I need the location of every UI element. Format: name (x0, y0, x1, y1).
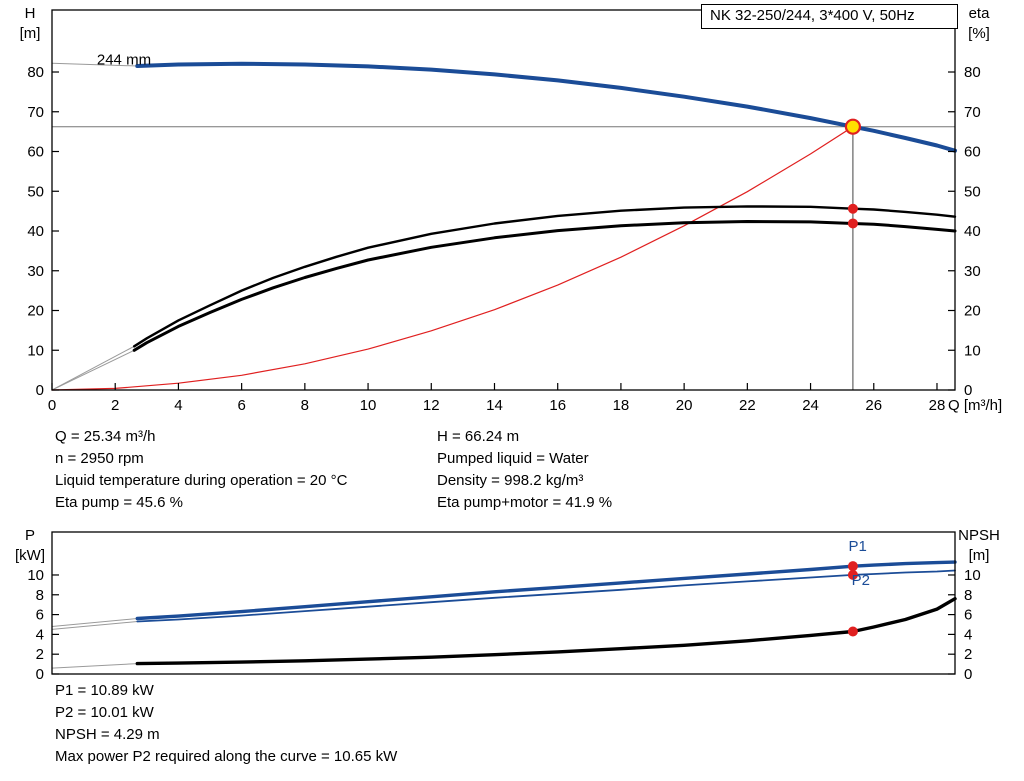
eta-pump-motor-extension (51, 349, 135, 391)
x-tick-label: 24 (802, 397, 819, 414)
y-right-tick-label: 0 (964, 666, 972, 683)
y-left-axis-title: [kW] (15, 547, 45, 564)
head-value: H = 66.24 m (437, 428, 520, 445)
p1-value: P1 = 10.89 kW (55, 682, 154, 699)
npsh-curve (135, 597, 957, 666)
y-right-tick-label: 80 (964, 64, 981, 81)
y-left-tick-label: 30 (27, 263, 44, 280)
y-left-tick-label: 50 (27, 183, 44, 200)
duty-point-marker (844, 118, 862, 135)
y-left-tick-label: 6 (36, 607, 44, 624)
eta-pump-motor-point (847, 218, 858, 229)
x-tick-label: 14 (486, 397, 503, 414)
y-left-axis-title: [m] (20, 25, 41, 42)
y-right-tick-label: 30 (964, 263, 981, 280)
y-right-axis-title: [m] (969, 547, 990, 564)
eta-pump-value: Eta pump = 45.6 % (55, 494, 183, 511)
system-curve (51, 126, 854, 391)
y-right-axis-title: eta (969, 5, 991, 22)
eta-pump-curve (132, 205, 957, 348)
y-left-tick-label: 10 (27, 567, 44, 584)
y-left-tick-label: 0 (36, 382, 44, 399)
power-info-column: P1 = 10.89 kW P2 = 10.01 kW NPSH = 4.29 … (55, 680, 397, 768)
y-left-axis-title: P (25, 527, 35, 544)
y-left-tick-label: 70 (27, 104, 44, 121)
y-left-tick-label: 20 (27, 303, 44, 320)
eta-pump-motor-value: Eta pump+motor = 41.9 % (437, 494, 613, 511)
y-right-tick-label: 0 (964, 382, 972, 399)
y-left-tick-label: 8 (36, 587, 44, 604)
density-value: Density = 998.2 kg/m³ (437, 472, 584, 489)
p1-curve (135, 560, 957, 621)
x-tick-label: 16 (549, 397, 566, 414)
p1-duty-point (847, 561, 858, 572)
qh-eta-chart: 0 2 4 6 8 10 12 14 16 18 20 22 24 26 28 Q [m³/h]0102030… (20, 5, 1003, 414)
speed-value: n = 2950 rpm (55, 450, 144, 467)
y-right-tick-label: 2 (964, 646, 972, 663)
p2-value: P2 = 10.01 kW (55, 704, 154, 721)
x-tick-label: 26 (865, 397, 882, 414)
y-right-tick-label: 20 (964, 303, 981, 320)
p2-duty-point (847, 569, 858, 580)
y-left-tick-label: 80 (27, 64, 44, 81)
p2-extension (51, 621, 138, 630)
x-tick-label: 22 (739, 397, 756, 414)
power-npsh-chart: 0 2 4 6 8 10 P [kW] 0 2 4 6 8 10 NPSH [m] P1 P2 (15, 527, 1000, 683)
x-tick-label: 10 (360, 397, 377, 414)
npsh-value: NPSH = 4.29 m (55, 726, 160, 743)
y-left-tick-label: 2 (36, 646, 44, 663)
y-right-axis-title: [%] (968, 25, 990, 42)
y-left-tick-label: 60 (27, 144, 44, 161)
flow-value: Q = 25.34 m³/h (55, 428, 156, 445)
x-tick-label: 8 (301, 397, 309, 414)
max-power-value: Max power P2 required along the curve = … (55, 748, 398, 765)
x-tick-label: 2 (111, 397, 119, 414)
y-right-tick-label: 70 (964, 104, 981, 121)
y-right-tick-label: 60 (964, 144, 981, 161)
y-right-tick-label: 4 (964, 626, 972, 643)
p2-curve (136, 569, 956, 623)
y-right-tick-label: 40 (964, 223, 981, 240)
liquid-temperature-value: Liquid temperature during operation = 20… (55, 472, 348, 489)
p1-extension (51, 618, 138, 627)
p2-curve-label: P2 (852, 572, 870, 589)
y-right-tick-label: 10 (964, 342, 981, 359)
y-left-tick-label: 4 (36, 626, 44, 643)
eta-pump-motor-curve (132, 220, 957, 352)
x-tick-label: 6 (237, 397, 245, 414)
y-right-axis-title: NPSH (958, 527, 1000, 544)
x-tick-label: 18 (613, 397, 630, 414)
p1-curve-label: P1 (848, 538, 866, 555)
x-tick-label: 0 (48, 397, 56, 414)
eta-pump-extension (51, 345, 135, 391)
impeller-diameter-label: 244 mm (97, 51, 151, 68)
duty-info-right-column: H = 66.24 m Pumped liquid = Water Densit… (437, 426, 612, 514)
y-right-tick-label: 10 (964, 567, 981, 584)
duty-info-left-column: Q = 25.34 m³/h n = 2950 rpm Liquid tempe… (55, 426, 347, 514)
x-tick-label: 12 (423, 397, 440, 414)
pumped-liquid-value: Pumped liquid = Water (437, 450, 589, 467)
plot-border (51, 531, 956, 675)
x-axis-label: Q [m³/h] (948, 397, 1002, 414)
y-left-tick-label: 40 (27, 223, 44, 240)
x-tick-label: 20 (676, 397, 693, 414)
x-tick-label: 4 (174, 397, 182, 414)
x-tick-label: 28 (929, 397, 946, 414)
y-left-tick-label: 10 (27, 342, 44, 359)
npsh-duty-point (847, 626, 858, 637)
y-left-tick-label: 0 (36, 666, 44, 683)
plot-border (51, 9, 956, 391)
y-right-tick-label: 8 (964, 587, 972, 604)
head-curve-244mm (135, 61, 957, 153)
eta-pump-point (847, 203, 858, 214)
y-left-axis-title: H (25, 5, 36, 22)
npsh-extension (51, 663, 138, 669)
pump-title-box: NK 32-250/244, 3*400 V, 50Hz (701, 4, 958, 29)
y-right-tick-label: 6 (964, 607, 972, 624)
y-right-tick-label: 50 (964, 183, 981, 200)
head-curve-extension (51, 62, 138, 67)
